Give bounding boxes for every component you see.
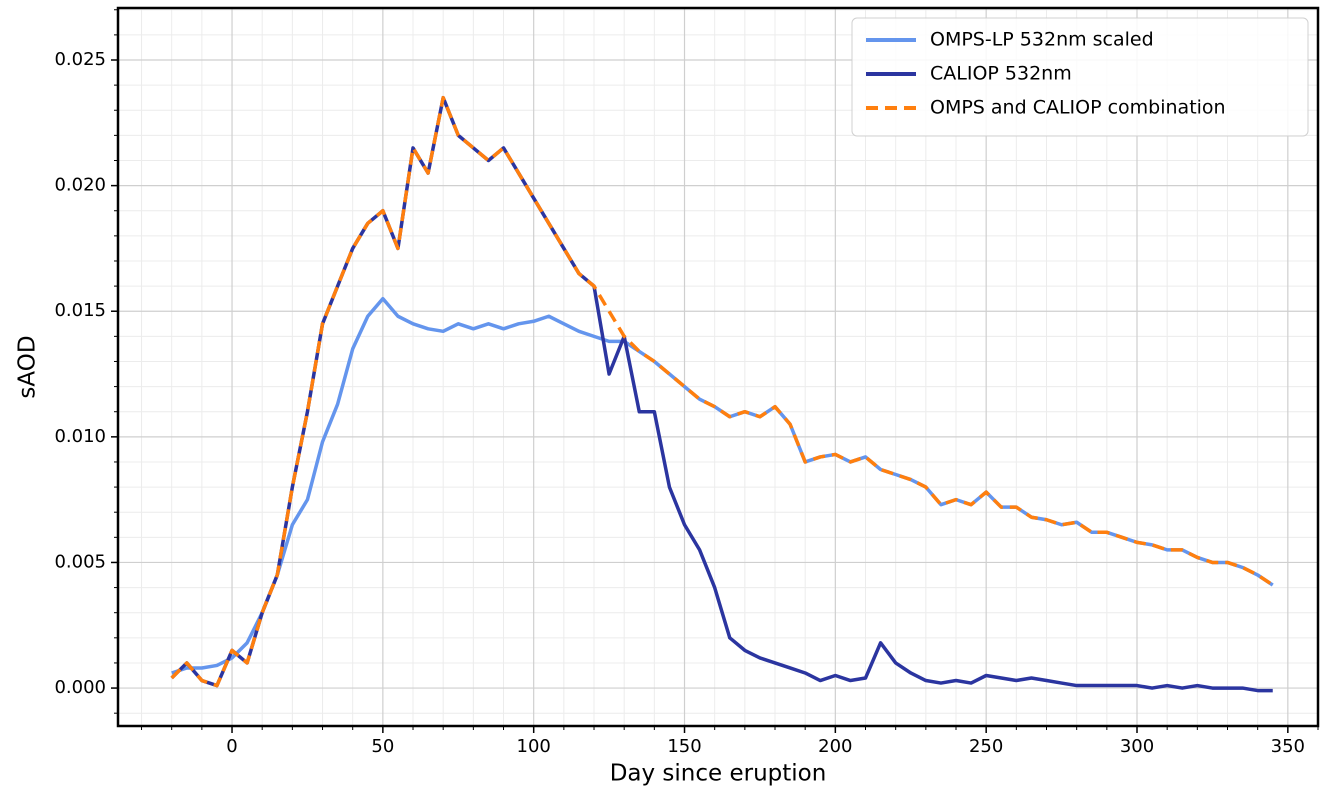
series-line [170, 95, 1273, 693]
y-tick-label: 0.005 [54, 551, 106, 572]
x-tick-label: 300 [1120, 736, 1154, 757]
y-tick-label: 0.025 [54, 49, 106, 70]
series-line [170, 95, 1274, 688]
x-tick-label: 50 [371, 736, 394, 757]
x-tick-label: 200 [818, 736, 852, 757]
x-tick-label: 100 [517, 736, 551, 757]
x-tick-label: 0 [226, 736, 237, 757]
y-tick-label: 0.010 [54, 426, 106, 447]
x-tick-label: 150 [667, 736, 701, 757]
y-tick-label: 0.000 [54, 677, 106, 698]
plot-frame [116, 6, 1320, 728]
y-tick-label: 0.020 [54, 175, 106, 196]
legend-label: OMPS and CALIOP combination [930, 97, 1226, 119]
legend-label: CALIOP 532nm [930, 63, 1072, 85]
legend-box [851, 17, 1309, 137]
x-tick-label: 350 [1271, 736, 1305, 757]
legend-label: OMPS-LP 532nm scaled [930, 29, 1154, 51]
y-tick-label: 0.015 [54, 300, 106, 321]
x-tick-label: 250 [969, 736, 1003, 757]
y-axis-label: sAOD [15, 335, 41, 398]
x-axis-label: Day since eruption [610, 761, 827, 787]
